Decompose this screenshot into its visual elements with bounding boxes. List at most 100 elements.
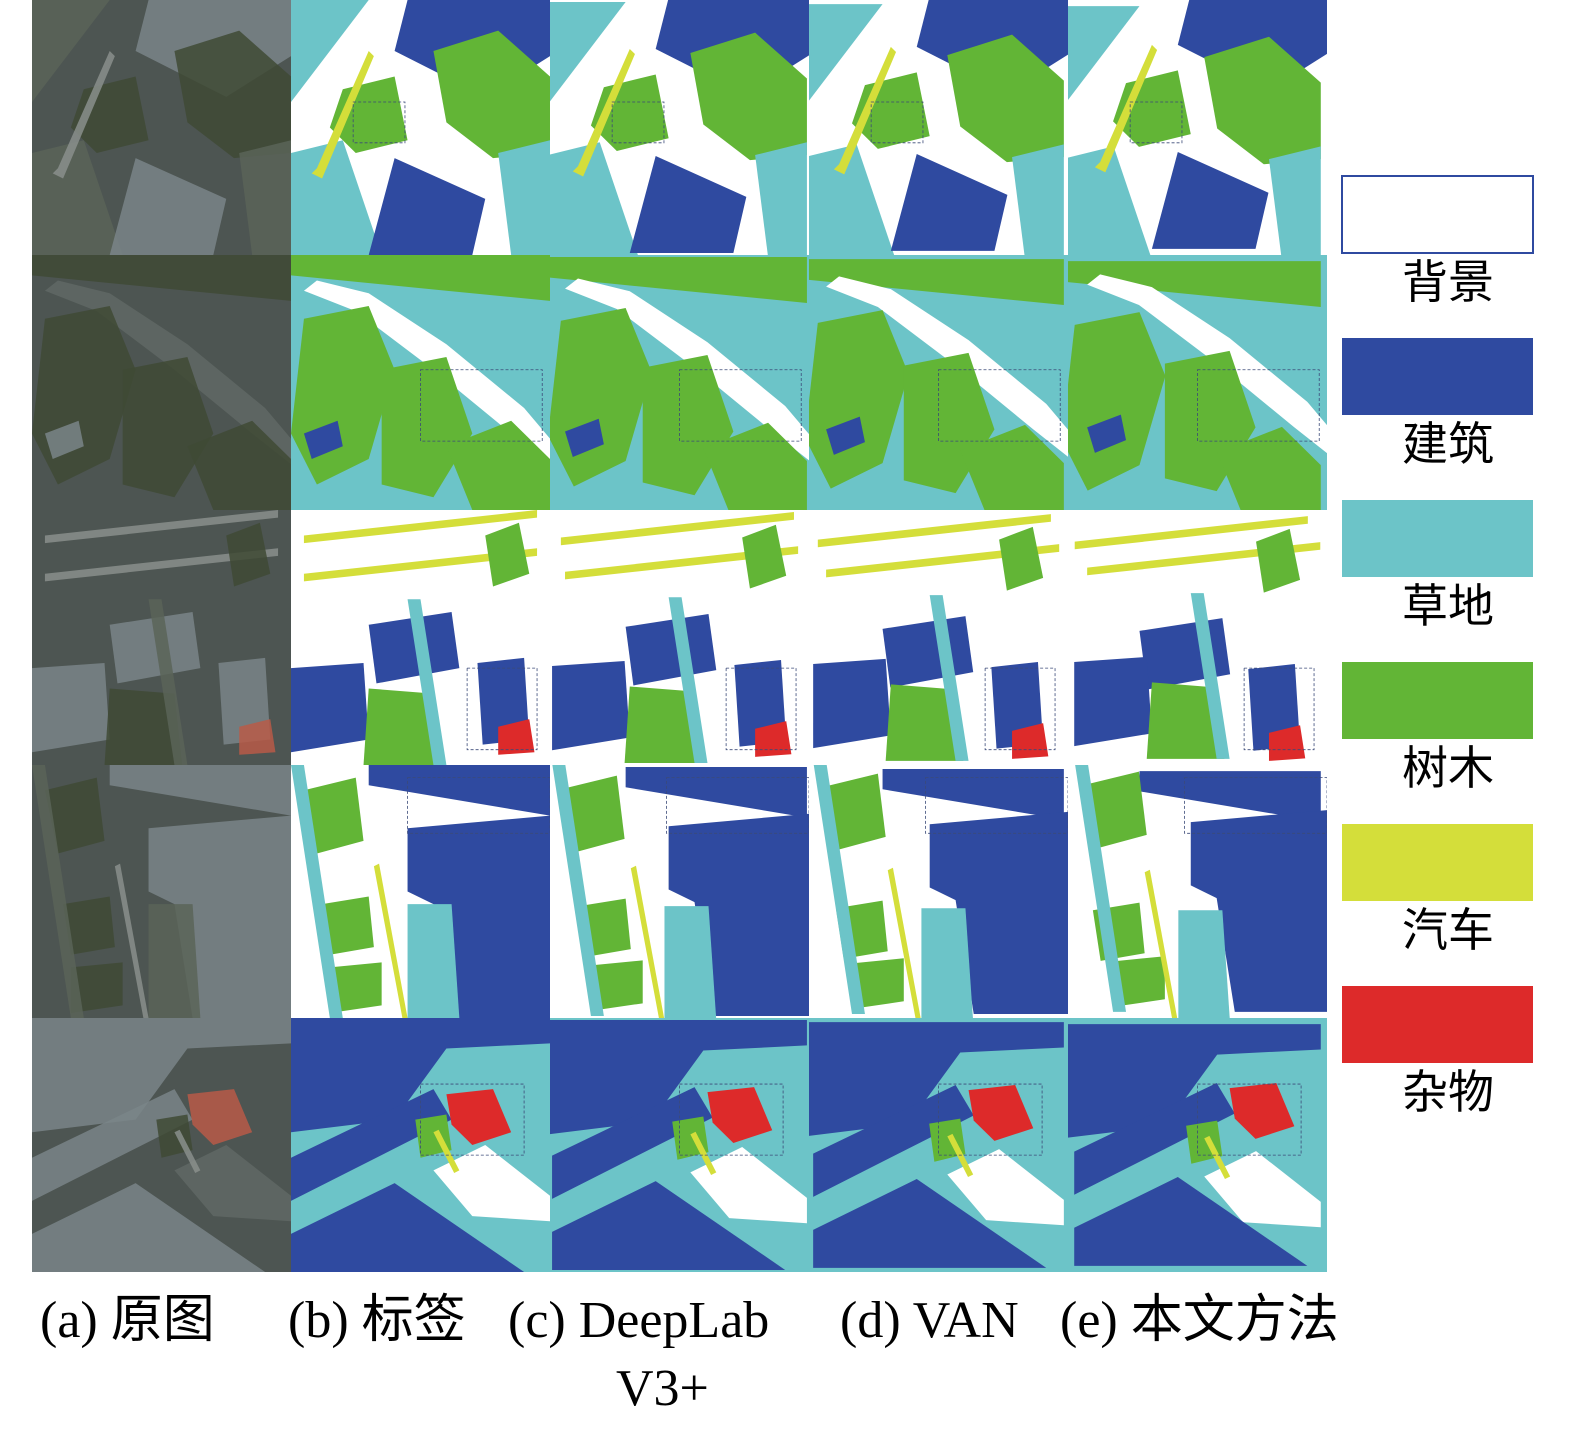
segmentation-map (1068, 0, 1327, 255)
map-region (291, 255, 550, 301)
map-region (851, 958, 904, 1009)
map-region (809, 144, 895, 255)
segmentation-map (550, 765, 809, 1018)
photo-region (109, 612, 201, 684)
photo-region (32, 765, 84, 1018)
map-region (1074, 1083, 1235, 1195)
segmentation-map (809, 765, 1068, 1018)
map-region (947, 34, 1064, 163)
photo-region (187, 1089, 253, 1145)
highlight-box (680, 1084, 784, 1155)
map-region (809, 259, 1064, 305)
highlight-box (612, 102, 664, 143)
map-region (630, 865, 665, 1018)
map-region (1087, 414, 1127, 453)
map-region (552, 660, 630, 751)
map-region (560, 512, 794, 546)
highlight-box (985, 668, 1055, 750)
map-region (1204, 1135, 1231, 1180)
highlight-box (408, 778, 550, 834)
caption: (c) DeepLab (508, 1292, 769, 1349)
map-region (1204, 1151, 1321, 1228)
segmentation-map (291, 0, 550, 255)
photo-region (109, 158, 227, 255)
photo-region (63, 896, 115, 955)
map-region (826, 544, 1060, 578)
map-region (1087, 771, 1147, 848)
photo-region (44, 777, 105, 854)
map-region (1074, 516, 1308, 550)
map-region (887, 867, 921, 1018)
map-region (407, 904, 460, 1018)
legend-label: 杂物 (1402, 1067, 1494, 1118)
segmentation-map (550, 255, 809, 510)
caption: (a) 原图 (40, 1292, 215, 1349)
map-region (1190, 810, 1327, 1012)
map-region (381, 357, 473, 498)
segmentation-map (550, 0, 809, 255)
map-region (890, 154, 1008, 251)
legend-label: 背景 (1402, 257, 1494, 308)
photo-region (174, 1129, 201, 1173)
map-region (291, 663, 369, 753)
photo-region (44, 420, 84, 459)
map-region (1075, 765, 1127, 1012)
map-region (629, 156, 747, 253)
map-region (960, 424, 1064, 510)
map-region (624, 686, 703, 763)
map-region (329, 962, 382, 1013)
map-region (291, 0, 369, 102)
map-region (368, 158, 486, 255)
map-region (552, 1181, 786, 1270)
legend-swatch (1342, 986, 1533, 1063)
highlight-box (1130, 102, 1182, 143)
segmentation-map (1068, 1018, 1327, 1272)
map-region (817, 514, 1051, 548)
photo-region (226, 522, 271, 587)
map-region (368, 612, 460, 684)
photo-region (44, 510, 279, 544)
highlight-box (926, 778, 1068, 834)
map-region (1068, 146, 1151, 255)
map-region (813, 765, 865, 1014)
map-region (1094, 44, 1158, 173)
map-region (742, 524, 787, 589)
highlight-box (680, 370, 802, 441)
highlight-box (667, 778, 809, 834)
map-region (809, 1022, 1064, 1136)
photo-region (44, 280, 291, 465)
legend-swatch (1342, 824, 1533, 901)
legend-label: 建筑 (1402, 419, 1494, 470)
map-region (1113, 956, 1165, 1007)
highlight-box (421, 370, 543, 441)
map-region (921, 908, 973, 1018)
segmentation-map (550, 510, 809, 765)
map-region (999, 526, 1044, 591)
highlight-box (1185, 778, 1327, 834)
map-region (590, 960, 643, 1011)
map-region (1190, 593, 1230, 759)
photo-region (52, 51, 115, 179)
map-region (664, 906, 717, 1018)
legend-label: 草地 (1402, 581, 1494, 632)
photo-region (32, 255, 291, 301)
map-region (552, 1087, 713, 1199)
map-region (303, 420, 343, 459)
map-region (550, 142, 638, 255)
map-region (690, 1147, 807, 1224)
caption: (e) 本文方法 (1060, 1292, 1339, 1349)
photo-region (32, 663, 110, 753)
highlight-box (467, 668, 537, 750)
highlight-box (1198, 1084, 1302, 1155)
map-region (446, 1089, 512, 1145)
photo-region (32, 140, 123, 255)
photo-region (32, 1018, 291, 1133)
map-region (1144, 869, 1178, 1018)
map-region (1068, 1024, 1321, 1138)
map-region (565, 418, 604, 457)
map-region (703, 422, 807, 510)
photo-region (239, 719, 276, 755)
caption: (b) 标签 (288, 1292, 466, 1349)
map-region (1229, 1083, 1295, 1139)
